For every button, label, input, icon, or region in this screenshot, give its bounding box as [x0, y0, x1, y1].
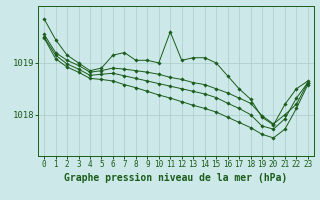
X-axis label: Graphe pression niveau de la mer (hPa): Graphe pression niveau de la mer (hPa)	[64, 173, 288, 183]
